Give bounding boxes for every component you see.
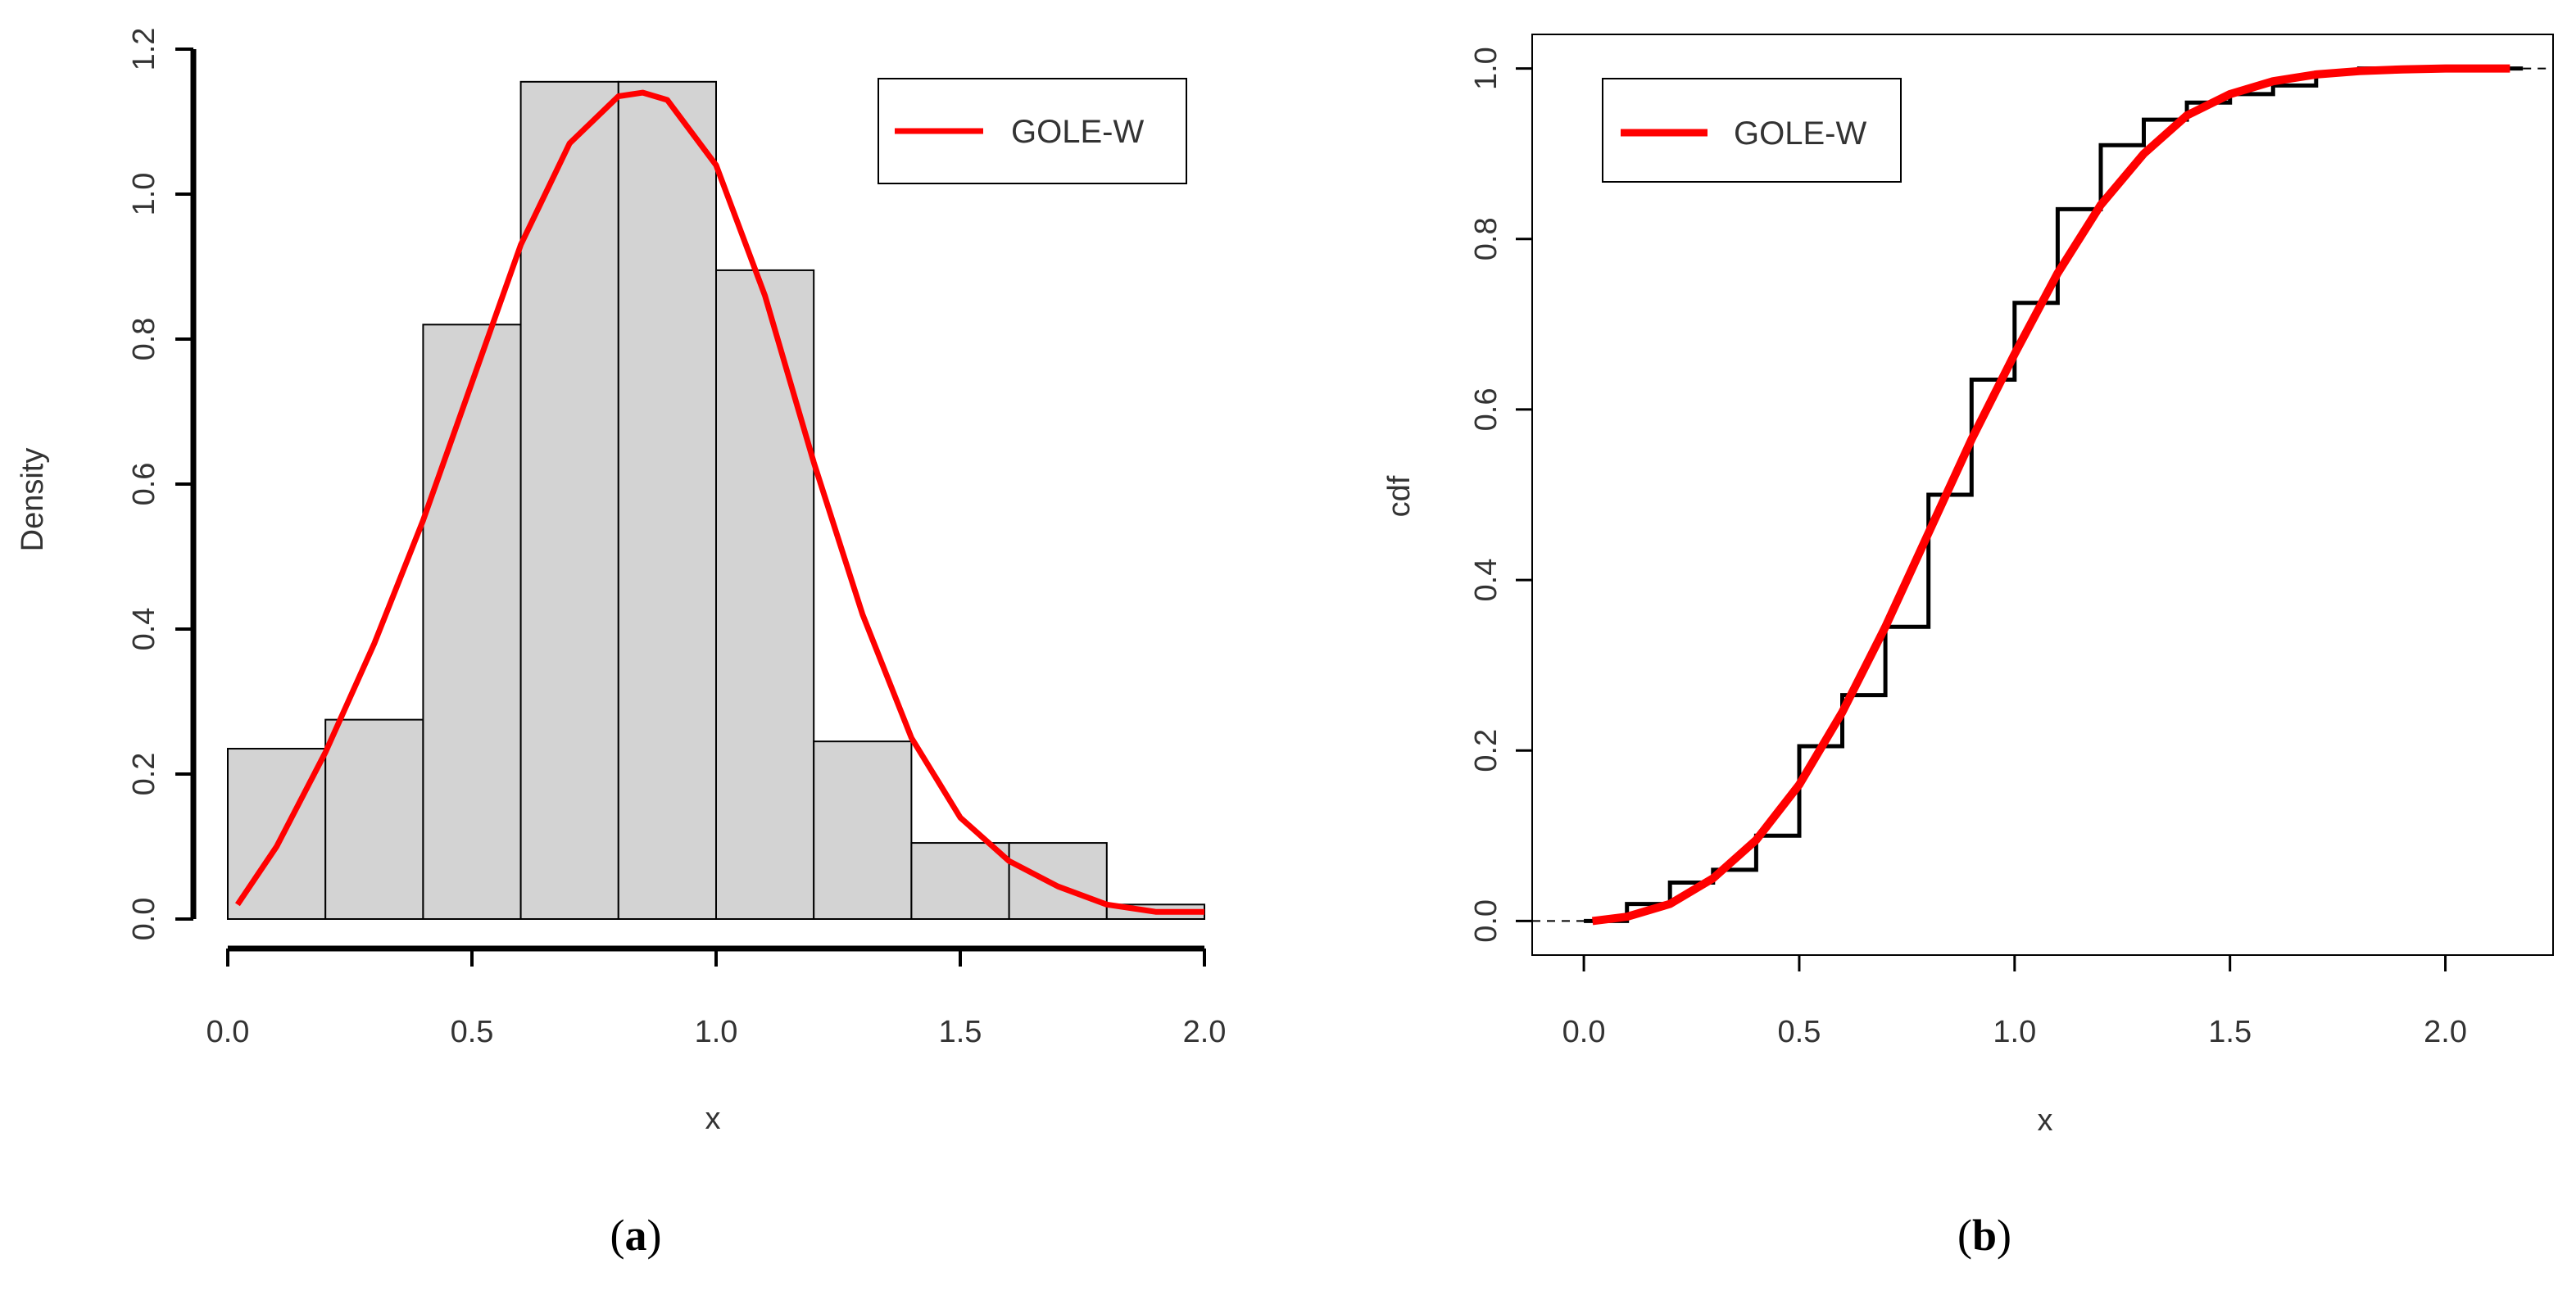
histogram-bar <box>422 324 522 920</box>
histogram-bar <box>813 740 913 920</box>
legend-label: GOLE-W <box>1734 115 1866 152</box>
y-tick-label: 0.2 <box>1469 729 1503 772</box>
histogram-bar <box>1008 842 1108 920</box>
panel-caption-a: (a) <box>610 1211 662 1260</box>
density-curve-gole-w <box>234 89 1204 915</box>
y-tick-label: 0.8 <box>1469 217 1503 260</box>
x-tick-label: 2.0 <box>1183 1015 1227 1049</box>
y-tick-label: 0.2 <box>127 753 161 796</box>
x-tick-label: 1.5 <box>939 1015 982 1049</box>
x-tick-label: 1.0 <box>695 1015 738 1049</box>
y-tick-label: 1.0 <box>127 173 161 216</box>
y-tick-label: 0.4 <box>127 608 161 651</box>
histogram-bar <box>324 718 424 920</box>
fitted-cdf-curve-layer <box>1591 64 2510 926</box>
x-tick-label: 2.0 <box>2424 1015 2467 1049</box>
histogram-bar <box>910 842 1010 920</box>
histogram-bar <box>715 269 815 920</box>
histogram-bar <box>519 80 619 920</box>
y-tick-label: 0.0 <box>127 898 161 941</box>
x-tick-label: 1.0 <box>1993 1015 2036 1049</box>
x-tick-label: 1.5 <box>2208 1015 2252 1049</box>
x-axis-label: x <box>705 1102 721 1136</box>
x-tick-label: 0.0 <box>1562 1015 1606 1049</box>
y-tick-label: 1.2 <box>127 28 161 71</box>
y-axis-label: cdf <box>1382 475 1417 517</box>
legend: GOLE-W <box>1602 78 1902 183</box>
panel-a-histogram: 0.0 0.5 1.0 1.5 2.0 0.0 0.2 0.4 0.6 0.8 1.0 1.2 GO… <box>16 28 1226 1260</box>
x-axis: 0.0 0.5 1.0 1.5 2.0 <box>1562 955 2467 1049</box>
y-tick-label: 0.0 <box>1469 899 1503 943</box>
y-axis: 0.0 0.2 0.4 0.6 0.8 1.0 1.2 <box>127 28 197 941</box>
legend: GOLE-W <box>878 78 1187 184</box>
fitted-cdf-curve-gole-w <box>1591 64 2510 926</box>
x-tick-label: 0.0 <box>206 1015 250 1049</box>
y-tick-label: 0.8 <box>127 318 161 361</box>
empirical-cdf-steps <box>1532 66 2553 923</box>
y-tick-label: 0.6 <box>127 463 161 506</box>
x-tick-label: 0.5 <box>1778 1015 1821 1049</box>
x-tick-label: 0.5 <box>451 1015 494 1049</box>
y-axis-label: Density <box>16 448 50 552</box>
density-curve-layer <box>234 89 1204 915</box>
x-axis: 0.0 0.5 1.0 1.5 2.0 <box>206 945 1227 1049</box>
panel-caption-b: (b) <box>1957 1211 2011 1260</box>
y-tick-label: 0.4 <box>1469 559 1503 602</box>
y-tick-label: 0.6 <box>1469 388 1503 432</box>
y-tick-label: 1.0 <box>1469 47 1503 90</box>
ecdf-step-line <box>1584 66 2524 923</box>
legend-label: GOLE-W <box>1011 114 1144 150</box>
histogram-bar <box>617 80 717 920</box>
x-axis-label: x <box>2038 1103 2053 1138</box>
histogram-bars <box>227 80 1206 921</box>
panel-b-cdf: 0.0 0.5 1.0 1.5 2.0 0.0 0.2 0.4 0.6 0.8 1.0 GOLE-… <box>1382 34 2554 1260</box>
y-axis: 0.0 0.2 0.4 0.6 0.8 1.0 <box>1469 47 1532 943</box>
plot-frame <box>1531 34 2554 956</box>
